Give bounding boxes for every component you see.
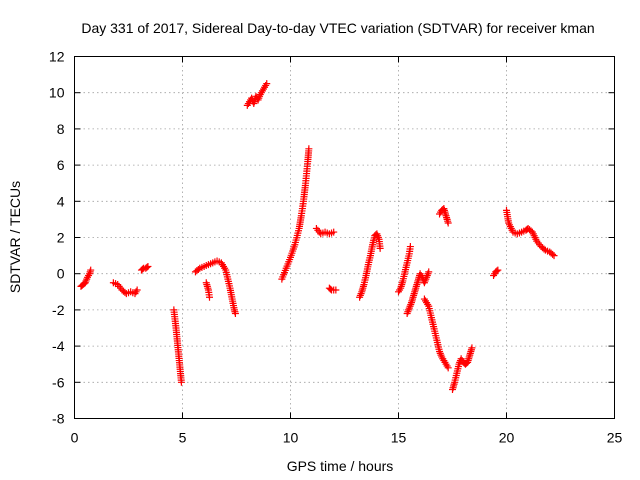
y-axis-tick-labels: -8 -6 -4 -2 0 2 4 6 8 10 12 [49, 49, 65, 427]
y-tick-label: 8 [57, 121, 65, 137]
x-axis-tick-labels: 0 5 10 15 20 25 [71, 430, 623, 446]
data-point [139, 265, 147, 273]
series-arc11 [395, 243, 414, 296]
y-tick-label: 4 [57, 193, 65, 209]
data-point [406, 243, 414, 251]
data-point [305, 145, 313, 153]
y-tick-label: -4 [52, 338, 65, 354]
series-arc5 [191, 257, 239, 318]
x-tick-label: 25 [607, 430, 623, 446]
data-point [550, 252, 558, 260]
data-point [133, 286, 141, 294]
data-point [540, 245, 548, 253]
series-arc2 [109, 279, 141, 298]
data-point [263, 80, 271, 88]
series-arc4 [170, 306, 185, 386]
data-point [468, 344, 476, 352]
data-point [425, 268, 433, 276]
series-arc6 [243, 80, 271, 109]
x-axis-label: GPS time / hours [287, 458, 394, 474]
data-point [444, 219, 452, 227]
series-arc1 [77, 266, 95, 290]
series-arc14 [436, 205, 452, 227]
series-arc10 [356, 230, 384, 301]
series-arc17 [503, 206, 558, 260]
series-arc13 [420, 295, 452, 372]
series-arc9 [325, 284, 340, 294]
x-tick-label: 5 [179, 430, 187, 446]
chart-title: Day 331 of 2017, Sidereal Day-to-day VTE… [81, 20, 594, 36]
y-tick-label: -6 [52, 374, 65, 390]
x-tick-label: 15 [391, 430, 407, 446]
data-point [357, 290, 365, 298]
series-arc16 [490, 266, 502, 280]
data-point [132, 288, 140, 296]
y-tick-label: 10 [49, 85, 65, 101]
data-point [444, 364, 452, 372]
data-point [494, 266, 502, 274]
y-tick-label: -8 [52, 411, 65, 427]
x-tick-label: 0 [71, 430, 79, 446]
x-tick-label: 10 [283, 430, 299, 446]
data-point [330, 228, 338, 236]
x-tick-label: 20 [499, 430, 515, 446]
data-point [143, 263, 151, 271]
data-point [376, 244, 384, 252]
data-point [206, 293, 213, 301]
y-tick-label: 2 [57, 230, 65, 246]
data-point [87, 266, 95, 274]
data-point [549, 250, 557, 258]
y-axis-label: SDTVAR / TECUs [7, 181, 23, 293]
data-point [493, 267, 501, 275]
grid [74, 56, 615, 419]
data-point [194, 265, 202, 273]
data-points [77, 80, 558, 394]
axis-ticks [74, 56, 615, 419]
series-arc15 [449, 344, 476, 394]
data-point [231, 310, 239, 318]
series-arc8 [312, 224, 338, 238]
y-tick-label: 0 [57, 266, 65, 282]
y-tick-label: 12 [49, 49, 65, 65]
y-tick-label: 6 [57, 157, 65, 173]
series-arc7 [278, 145, 313, 283]
data-point [177, 378, 185, 386]
data-point [332, 286, 340, 294]
data-point [326, 285, 334, 293]
series-arc5b [202, 279, 213, 301]
data-point [144, 262, 152, 270]
y-tick-label: -2 [52, 302, 65, 318]
series-arc3 [137, 262, 152, 274]
series-arc12 [403, 268, 433, 318]
